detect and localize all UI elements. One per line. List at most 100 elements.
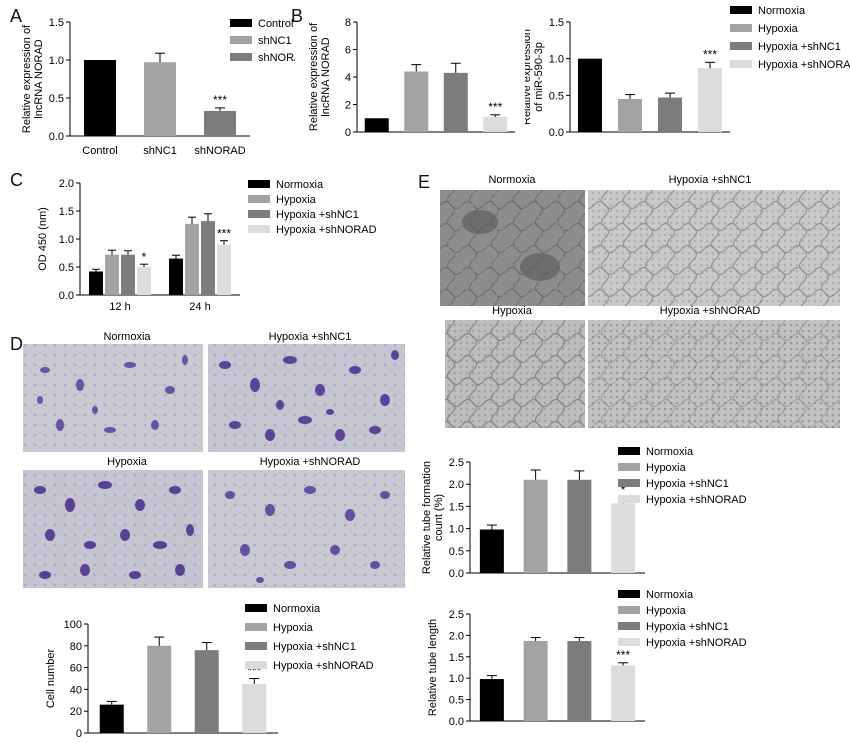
significance-label: *** (213, 93, 227, 107)
significance-label: *** (616, 648, 630, 662)
y-tick-label: 0 (76, 728, 82, 740)
y-tick-label: 2.5 (449, 609, 464, 621)
transwell-micrographs: Normoxia Hypoxia +shNC1 Hypoxia Hypoxia … (23, 331, 405, 588)
bar (618, 99, 642, 132)
y-axis-label: Relative expression oflncRNA NORAD (21, 24, 45, 133)
significance-label: * (621, 483, 626, 497)
bar (147, 645, 172, 733)
y-axis-label-line: Relative expression (525, 29, 533, 125)
legend-label: Normoxia (273, 603, 321, 615)
y-axis-label-line: Relative tube formation (421, 461, 433, 574)
y-tick-label: 1.5 (449, 501, 464, 513)
y-axis-label-line: Relative expression of (21, 24, 33, 133)
legend-swatch (618, 447, 640, 455)
bar (523, 479, 548, 573)
chart-c-od450: 0.0 0.5 1.0 1.5 2.0 OD 450 (nm) * 12 h *** 24 h No… (37, 178, 377, 313)
bar (84, 60, 116, 136)
tube-micrograph-hypoxia-shnc1 (588, 190, 840, 306)
y-tick-label: 0.0 (549, 127, 564, 139)
image-label: Hypoxia (107, 456, 148, 468)
legend-swatch (618, 479, 640, 487)
y-tick-label: 0.5 (449, 695, 464, 707)
bar (567, 640, 592, 721)
tube-micrograph-normoxia (440, 190, 585, 306)
bar (185, 223, 199, 295)
y-axis-label: Relative expressionof miR-590-3p (525, 29, 545, 125)
y-axis-label: OD 450 (nm) (37, 207, 49, 271)
y-axis-label: Cell number (45, 649, 57, 709)
legend-swatch (618, 495, 640, 503)
legend-label: Hypoxia +shNC1 (646, 478, 729, 490)
x-tick-label: shNORAD (194, 145, 245, 157)
y-tick-label: 1.0 (549, 54, 564, 66)
y-tick-label: 1.0 (449, 673, 464, 685)
legend-label: shNC1 (258, 35, 292, 47)
significance-label: *** (217, 227, 231, 241)
legend-label: Hypoxia +shNC1 (646, 621, 729, 633)
legend-label: Hypoxia (646, 605, 687, 617)
bar (194, 650, 219, 733)
y-axis-label-group: Relative tube length (427, 619, 439, 716)
y-tick-label: 1.5 (59, 206, 74, 218)
bar (611, 665, 636, 721)
y-axis-label: Relative tube formationcount (%) (421, 461, 445, 574)
y-tick-label: 0.5 (549, 90, 564, 102)
legend-swatch (230, 19, 252, 27)
bar (242, 683, 267, 733)
legend-swatch (248, 195, 270, 203)
panel-letter-d: D (10, 334, 23, 354)
micrograph-hypoxia-shnorad (208, 470, 405, 588)
y-tick-label: 1.0 (49, 55, 64, 67)
bar (201, 221, 215, 295)
bar (479, 529, 504, 573)
bar (364, 118, 389, 132)
panel-letter-c: C (10, 170, 23, 190)
y-tick-label: 100 (64, 619, 82, 631)
y-axis-label-group: Relative expression oflncRNA NORAD (308, 22, 332, 131)
bar (479, 679, 504, 721)
legend-swatch (248, 225, 270, 233)
legend-swatch (248, 210, 270, 218)
micrograph-hypoxia (23, 470, 203, 588)
y-axis-label-group: Cell number (45, 649, 57, 709)
legend-swatch (730, 6, 752, 14)
legend-swatch (230, 36, 252, 44)
y-tick-label: 1.5 (49, 17, 64, 29)
chart-e-tube-formation: 0.0 0.5 1.0 1.5 2.0 2.5 Relative tube formatio… (421, 446, 747, 580)
legend-label: Hypoxia +shNORAD (646, 494, 747, 506)
bar (483, 116, 508, 132)
bar (611, 503, 636, 573)
y-tick-label: 0.0 (449, 716, 464, 728)
y-tick-label: 2.0 (59, 178, 74, 190)
legend-label: Normoxia (758, 5, 806, 17)
y-axis-label-line: lncRNA NORAD (33, 39, 45, 119)
bar (204, 110, 236, 136)
chart-e-tube-length: 0.0 0.5 1.0 1.5 2.0 2.5 Relative tube length **… (427, 589, 747, 728)
y-tick-label: 40 (70, 684, 82, 696)
panel-letter-e: E (418, 172, 431, 192)
bar (658, 97, 682, 132)
y-tick-label: 0.0 (49, 131, 64, 143)
y-tick-label: 6 (345, 45, 351, 57)
legend-swatch (730, 60, 752, 68)
y-tick-label: 2.0 (449, 479, 464, 491)
chart-b-mir590-expression: 0.0 0.5 1.0 1.5 Relative expressionof miR-59… (525, 5, 850, 139)
legend-label: Control (258, 18, 293, 30)
panel-letter-b: B (291, 6, 304, 26)
y-axis-label-group: Relative expression oflncRNA NORAD (21, 24, 45, 133)
x-tick-label: 24 h (189, 301, 210, 313)
bar (578, 58, 602, 132)
legend-label: Hypoxia (758, 23, 799, 35)
bar (217, 244, 231, 295)
legend-label: shNORAD (258, 52, 295, 64)
chart-a-norad-expression: 0.0 0.5 1.0 1.5 Relative expression oflncRNA… (21, 17, 295, 157)
y-axis-label-group: OD 450 (nm) (37, 207, 49, 271)
bar (443, 72, 468, 132)
bar (698, 68, 722, 132)
legend-label: Hypoxia (276, 194, 317, 206)
legend-swatch (245, 623, 267, 631)
image-label: Hypoxia +shNC1 (269, 331, 352, 343)
x-tick-label: Control (82, 145, 117, 157)
tube-micrograph-hypoxia-shnorad (588, 320, 840, 428)
